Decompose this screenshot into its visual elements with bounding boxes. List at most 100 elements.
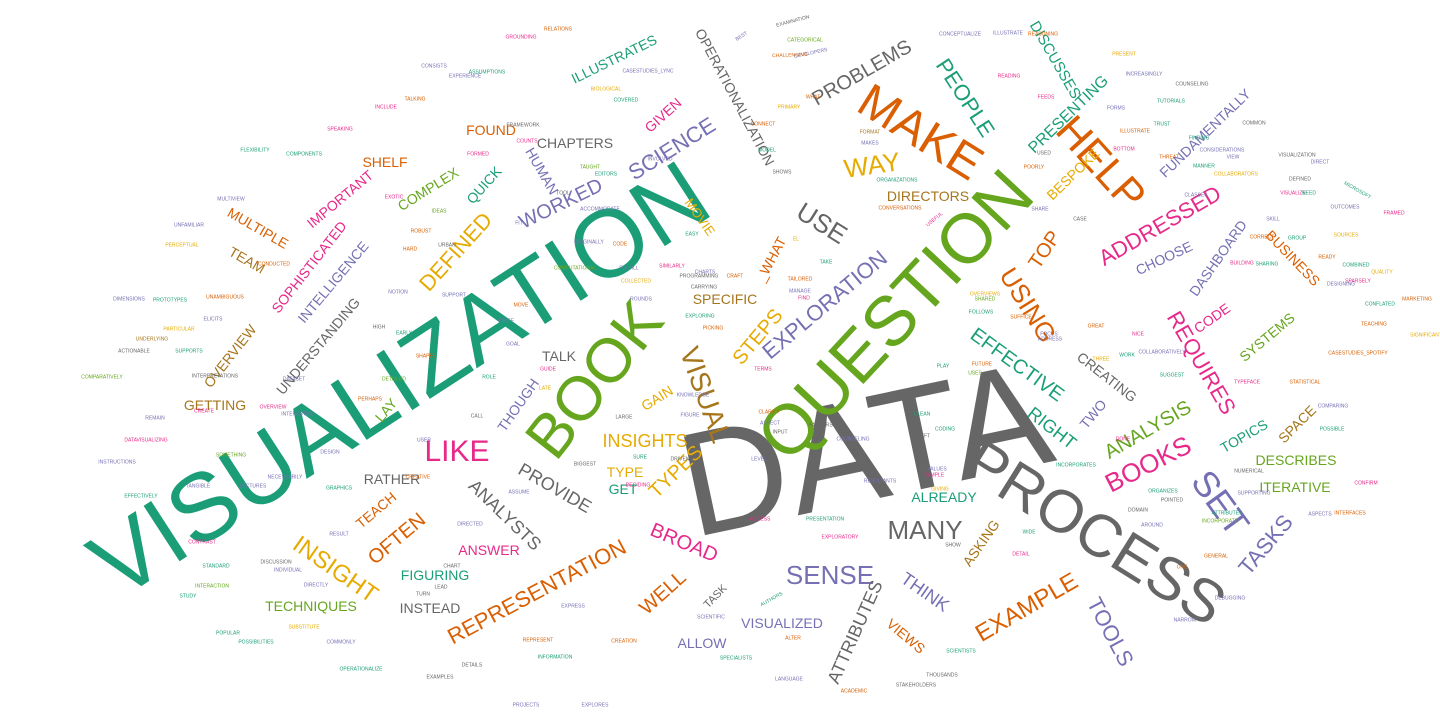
cloud-word: ROBUST <box>410 228 432 235</box>
cloud-word: SIMPLE <box>925 472 945 479</box>
cloud-word: USED <box>1037 150 1051 157</box>
cloud-word: LECTURES <box>239 483 267 490</box>
cloud-word: ORGANIZATIONS <box>876 177 918 184</box>
cloud-word: FULFILL <box>619 265 639 272</box>
cloud-word: ORGANIZES <box>1148 488 1178 495</box>
cloud-word: ACCESS <box>749 516 771 523</box>
cloud-word: COMPLEX <box>394 164 462 214</box>
cloud-word: THREAT <box>1159 154 1179 161</box>
cloud-word: FEEDS <box>1037 94 1055 101</box>
cloud-word: ATTRIBUTES <box>823 577 887 687</box>
cloud-word: TRUST <box>1153 121 1171 128</box>
cloud-word: DATAVISUALIZING <box>124 437 168 444</box>
cloud-word: TEACH <box>352 488 400 532</box>
cloud-word: SIMILARLY <box>659 263 685 270</box>
cloud-word: OPERATIONALIZE <box>339 666 383 673</box>
cloud-word: SKILL <box>1266 216 1280 223</box>
cloud-word: CONNECT <box>750 121 776 128</box>
cloud-word: EXPRESS <box>561 603 585 610</box>
cloud-word: FIT <box>515 220 523 227</box>
cloud-word: COLLABORATIVELY <box>1138 349 1186 356</box>
cloud-word: STANDARD <box>202 563 230 570</box>
cloud-word: ITERATIVE <box>1259 479 1331 495</box>
cloud-word: READING <box>997 73 1021 80</box>
cloud-word: PRESENT <box>1112 51 1136 58</box>
cloud-word: HIGH <box>372 324 386 331</box>
cloud-word: SOMETHING <box>215 452 247 459</box>
cloud-word: SCIENTISTS <box>946 648 976 655</box>
cloud-word: TEACHING <box>1361 321 1387 328</box>
cloud-word: ONE <box>1176 564 1188 571</box>
cloud-word: CONVERSATIONS <box>878 205 922 212</box>
cloud-word: HUMAN <box>522 144 562 198</box>
cloud-word: CREATIVE <box>405 474 431 481</box>
cloud-word: CONSISTS <box>421 63 447 70</box>
cloud-word: TYPE <box>606 464 644 480</box>
cloud-word: INTERACTION <box>195 583 229 590</box>
cloud-word: SUPPORTING <box>1237 490 1271 497</box>
cloud-word: CHAPTERS <box>536 135 614 151</box>
cloud-word: INSTRUCTIONS <box>98 459 136 466</box>
cloud-word: DETAILS <box>461 662 483 669</box>
cloud-word: DIMENSIONS <box>113 296 145 303</box>
cloud-word: PICKING <box>702 325 724 332</box>
cloud-word: CONSIDERATIONS <box>1199 147 1245 154</box>
cloud-word: EFFECTIVELY <box>124 493 158 500</box>
cloud-word: ALLOW <box>677 635 727 651</box>
cloud-word: SUBSTITUTE <box>288 624 320 631</box>
cloud-word: THINK <box>897 568 953 616</box>
cloud-word: FOLLOWS <box>968 309 994 316</box>
cloud-word: FLEXIBILITY <box>240 147 270 154</box>
cloud-word: TOOL <box>556 190 570 197</box>
cloud-word: GREAT <box>1087 323 1105 330</box>
cloud-word: BUILDING <box>1230 260 1254 267</box>
cloud-word: MANY <box>887 515 963 545</box>
cloud-word: INSTEAD <box>399 600 461 616</box>
cloud-word: BOTTOM <box>1113 146 1135 153</box>
cloud-word: CONFIRM <box>1354 480 1378 487</box>
cloud-word: ORIGINALLY <box>574 239 604 246</box>
cloud-word: NUMERICAL <box>1234 468 1264 475</box>
cloud-word: THOUSANDS <box>926 672 958 679</box>
cloud-word: ATTRIBUTES <box>1211 510 1243 517</box>
cloud-word: DEFINED <box>1289 176 1311 183</box>
cloud-word: DOMAIN <box>1128 507 1148 514</box>
cloud-word: EXPLORATORY <box>821 534 859 541</box>
cloud-word: URBAN <box>438 242 456 249</box>
cloud-word: MOVE <box>513 302 529 309</box>
cloud-word: OVERVIEW <box>259 404 287 411</box>
cloud-word: HARD <box>402 246 418 253</box>
cloud-word: TEAM <box>226 243 268 277</box>
cloud-word: SURE <box>633 454 647 461</box>
cloud-word: TECHNIQUES <box>265 598 357 614</box>
cloud-word: FORMS <box>1106 105 1126 112</box>
cloud-word: STATISTICAL <box>1289 379 1321 386</box>
cloud-word: COMBINED <box>1342 262 1370 269</box>
cloud-word: USE <box>791 196 853 250</box>
cloud-word: COMPARATIVELY <box>81 374 123 381</box>
cloud-word: SPEAKING <box>327 126 353 133</box>
cloud-word: CODING <box>935 426 955 433</box>
cloud-word: INCORPORATE <box>1201 518 1239 525</box>
cloud-word: TYPEFACE <box>1233 379 1261 386</box>
cloud-word: SOURCES <box>1333 232 1359 239</box>
cloud-word: PERCEPTUAL <box>165 242 199 249</box>
cloud-word: COMPARING <box>1317 403 1349 410</box>
cloud-word: CASESTUDIES_SPOTIFY <box>1328 350 1388 357</box>
cloud-word: SUGGEST <box>1159 372 1185 379</box>
cloud-word: PRIMARY <box>777 104 801 111</box>
cloud-word: SPARSELY <box>1345 278 1371 285</box>
cloud-word: OVERVIEW <box>200 321 260 391</box>
cloud-word: TALKING <box>404 96 426 103</box>
cloud-word: DESIGNING <box>1326 281 1356 288</box>
cloud-word: DRIVEN <box>670 456 690 463</box>
cloud-word: FRAMEWORK <box>506 122 540 129</box>
cloud-word: MICROSOFT <box>1342 180 1372 201</box>
cloud-word: COMPUTATIONAL <box>553 265 597 272</box>
cloud-word: TAUGHT <box>579 164 601 171</box>
cloud-word: CARRYING <box>690 284 718 291</box>
cloud-word: CASE <box>1073 216 1087 223</box>
cloud-word: AROUND <box>1141 522 1163 529</box>
cloud-word: MANNER <box>1193 163 1215 170</box>
cloud-word: INCREASINGLY <box>1125 71 1163 78</box>
